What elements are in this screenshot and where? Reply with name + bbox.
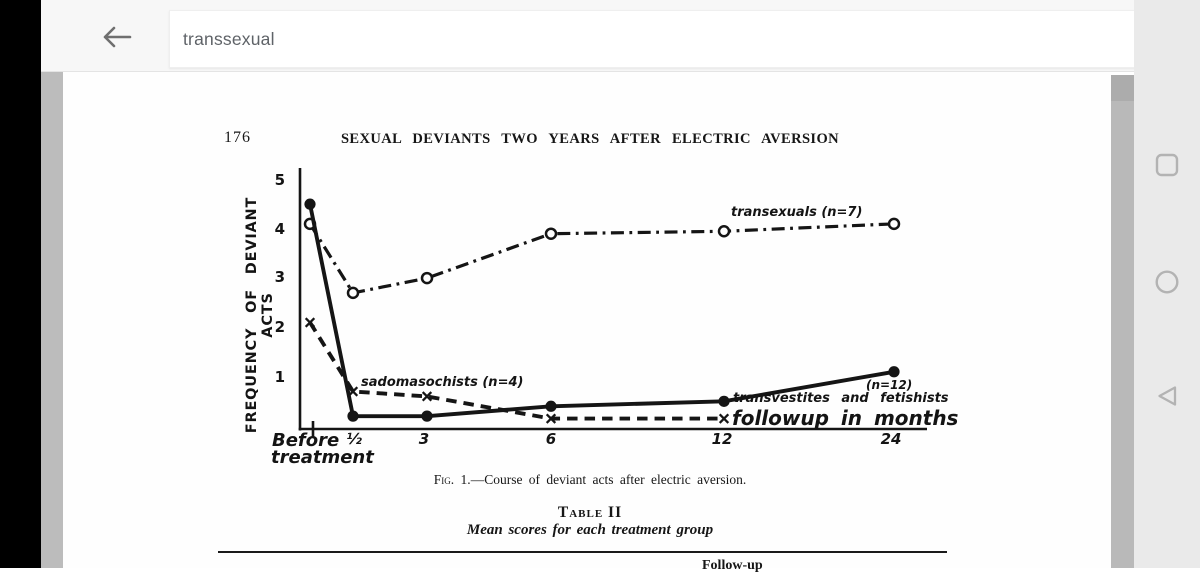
marker-circle-filled	[421, 410, 433, 422]
marker-x	[545, 413, 557, 424]
figure-caption: Fig. 1.—Course of deviant acts after ele…	[290, 472, 890, 488]
series-label-n12: (n=12)	[866, 378, 913, 392]
series-label-transsexuals: transexuals (n=7)	[731, 205, 863, 220]
marker-circle-open	[887, 217, 901, 231]
viewer-scrollbar[interactable]	[1111, 75, 1134, 568]
running-title: SEXUAL DEVIANTS TWO YEARS AFTER ELECTRIC…	[340, 131, 840, 147]
x-tick-6: 6	[545, 430, 557, 448]
marker-x	[718, 413, 730, 424]
home-circle-icon	[1155, 270, 1179, 294]
figure-caption-prefix: Fig. 1.	[433, 472, 471, 487]
marker-circle-filled	[718, 395, 730, 407]
y-tick-4: 4	[274, 220, 285, 238]
marker-circle-filled	[347, 410, 359, 422]
home-button[interactable]	[1143, 258, 1191, 306]
series-line-solid	[308, 203, 895, 419]
viewer-gutter-left	[41, 72, 63, 568]
series-label-transvestites: transvestites and fetishists	[733, 391, 949, 406]
table-column-header-partial: Follow-up	[702, 558, 763, 573]
y-tick-3: 3	[274, 268, 285, 286]
x-tick-3: 3	[418, 430, 430, 448]
x-tick-half: ½	[346, 430, 362, 448]
marker-circle-open	[544, 227, 558, 240]
marker-circle-open	[420, 271, 434, 285]
table-top-rule	[218, 551, 947, 553]
x-tick-24: 24	[880, 430, 902, 448]
search-input[interactable]: transsexual	[169, 10, 1164, 68]
top-search-bar: transsexual	[41, 0, 1164, 72]
android-navigation-bar	[1134, 0, 1200, 568]
screen-letterbox-strip	[0, 0, 41, 568]
figure-caption-rest: —Course of deviant acts after electric a…	[470, 472, 747, 487]
table-subtitle: Mean scores for each treatment group	[466, 522, 714, 538]
search-query-text: transsexual	[183, 28, 275, 49]
recents-square-icon	[1155, 153, 1179, 177]
back-triangle-icon	[1158, 386, 1177, 406]
x-label-before: Before	[272, 430, 340, 451]
recents-button[interactable]	[1143, 141, 1191, 189]
series-line-dashdot	[308, 222, 895, 295]
back-nav-button[interactable]	[1143, 372, 1191, 420]
series-line-dashed	[308, 321, 724, 421]
series-label-sadomasochists: sadomasochists (n=4)	[361, 375, 524, 390]
x-tick-12: 12	[711, 430, 733, 448]
marker-circle-open	[717, 225, 731, 238]
marker-circle-filled	[304, 198, 316, 210]
document-page	[63, 72, 1111, 568]
x-axis-title-followup: followup in months	[732, 406, 959, 430]
y-tick-2: 2	[274, 318, 285, 336]
table-title: Table II	[557, 504, 623, 521]
page-number: 176	[224, 129, 251, 146]
marker-x	[421, 391, 433, 402]
back-button[interactable]	[96, 20, 138, 54]
y-tick-1: 1	[274, 368, 285, 386]
x-label-treatment: treatment	[271, 447, 374, 468]
marker-x	[304, 317, 316, 328]
back-arrow-icon	[103, 26, 132, 48]
figure-1-chart	[298, 168, 927, 437]
marker-circle-open	[346, 286, 360, 300]
marker-circle-filled	[545, 400, 557, 412]
marker-circle-filled	[888, 366, 900, 378]
viewer-scrollbar-cap	[1111, 75, 1134, 101]
y-tick-5: 5	[274, 171, 285, 189]
